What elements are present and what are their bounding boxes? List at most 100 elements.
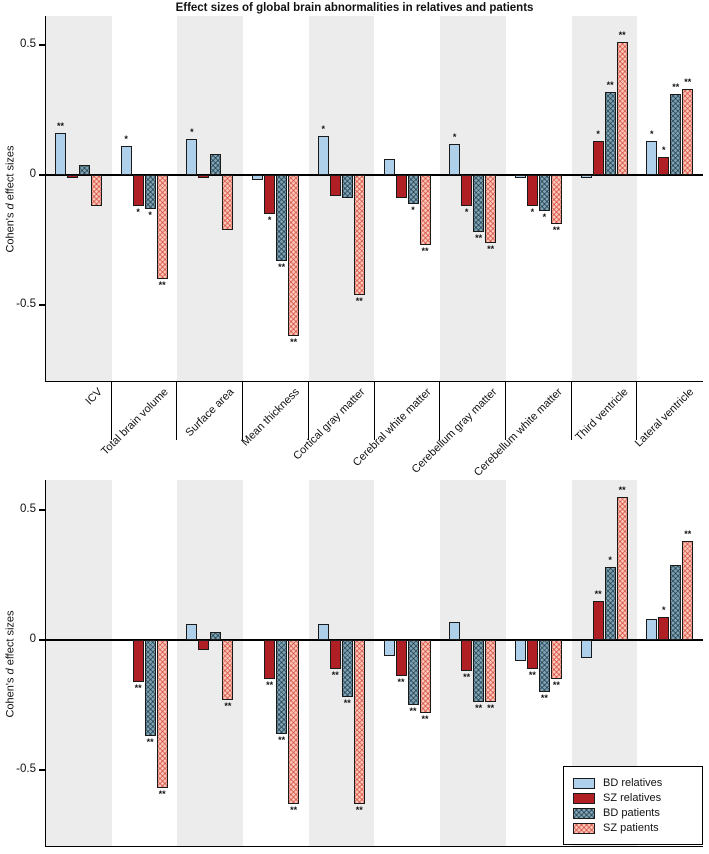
significance-marker: * [411, 204, 415, 215]
bar-sz-relatives [264, 640, 276, 679]
legend-item: SZ relatives [573, 792, 693, 804]
bar-bd-relatives [514, 640, 526, 661]
significance-marker: ** [290, 337, 298, 348]
legend-swatch [573, 807, 595, 819]
significance-marker: ** [552, 225, 560, 236]
bar-bd-relatives [317, 624, 329, 640]
significance-marker: ** [528, 669, 536, 680]
significance-marker: ** [134, 682, 142, 693]
legend-swatch [573, 792, 595, 804]
bar-bd-patients [670, 94, 682, 175]
bar-bd-patients [341, 175, 353, 199]
significance-marker: ** [475, 233, 483, 244]
legend-label: SZ relatives [603, 792, 662, 804]
category-label: Surface area [183, 386, 237, 440]
bar-sz-patients [91, 175, 102, 207]
significance-marker: ** [409, 706, 417, 716]
significance-marker: ** [672, 82, 680, 93]
bar-bd-patients [210, 154, 222, 175]
bar-bd-relatives [317, 136, 329, 175]
significance-marker: ** [618, 485, 626, 495]
category-label: Cortical gray matter [291, 386, 368, 463]
category-boundary-tick [242, 382, 244, 440]
bar-sz-patients [156, 175, 168, 279]
category-boundary-tick [504, 382, 506, 440]
category-label: Lateral ventricle [632, 386, 697, 450]
significance-marker: * [542, 212, 547, 223]
significance-marker: ** [290, 804, 298, 815]
bar-sz-relatives [67, 175, 78, 178]
y-tick-label: 0.5 [20, 503, 36, 515]
significance-marker: ** [618, 30, 626, 41]
significance-marker: ** [421, 246, 429, 257]
bar-sz-relatives [461, 175, 473, 207]
significance-marker: * [452, 131, 457, 142]
legend-box: BD relatives SZ relatives BD patients SZ pa… [563, 766, 703, 845]
legend-label: BD relatives [603, 777, 663, 789]
bar-sz-patients [485, 640, 497, 703]
zero-line [46, 174, 703, 176]
significance-marker: ** [278, 261, 286, 272]
bar-sz-relatives [264, 175, 276, 214]
significance-marker: ** [56, 121, 64, 132]
bar-bd-relatives [55, 133, 66, 175]
bar-bd-relatives [252, 175, 264, 181]
y-axis-label: Cohen's d effect sizes [5, 145, 17, 253]
category-axis-labels: ICV Total brain volume Surface area Mean th… [45, 382, 702, 480]
significance-marker: ** [146, 737, 154, 748]
bar-bd-relatives [383, 159, 395, 175]
y-tick-label: 0 [29, 168, 36, 180]
significance-marker: * [596, 129, 600, 140]
bar-sz-relatives [198, 175, 210, 178]
bar-sz-relatives [526, 175, 538, 207]
y-tick-label: -0.5 [16, 763, 36, 775]
category-band [46, 480, 112, 846]
bar-sz-patients [419, 640, 431, 713]
y-axis-label-wrap: Cohen's d effect sizes [0, 16, 22, 382]
bar-bd-patients [473, 640, 485, 703]
significance-marker: ** [331, 669, 339, 680]
bar-bd-patients [604, 91, 616, 175]
significance-marker: * [267, 215, 272, 225]
legend-label: SZ patients [603, 822, 659, 834]
bar-sz-patients [222, 640, 234, 700]
bar-sz-patients [616, 497, 628, 640]
zero-line [46, 639, 703, 641]
significance-marker: * [662, 144, 666, 155]
chart-title: Effect sizes of global brain abnormaliti… [175, 2, 534, 14]
category-boundary-tick [439, 382, 441, 440]
bar-sz-relatives [592, 601, 604, 640]
bar-bd-patients [538, 640, 550, 692]
significance-marker: ** [463, 672, 471, 683]
significance-marker: ** [552, 680, 560, 690]
bar-bd-patients [144, 175, 156, 209]
legend-item: BD relatives [573, 777, 693, 789]
legend-swatch [573, 822, 595, 834]
significance-marker: * [190, 126, 194, 137]
bar-sz-patients [616, 42, 628, 175]
bar-bd-relatives [580, 640, 592, 659]
y-tick-mark [39, 44, 46, 46]
bar-sz-relatives [132, 640, 144, 682]
significance-marker: ** [684, 529, 692, 540]
bar-bd-patients [604, 567, 616, 640]
bar-bd-patients [341, 640, 353, 698]
y-axis-label: Cohen's d effect sizes [5, 609, 17, 718]
bar-sz-patients [288, 175, 300, 337]
bar-sz-relatives [132, 175, 144, 207]
bar-bd-relatives [646, 619, 658, 640]
significance-marker: * [148, 209, 152, 220]
bar-sz-patients [419, 175, 431, 246]
bar-bd-patients [538, 175, 550, 212]
bar-sz-patients [682, 89, 694, 175]
bar-bd-relatives [449, 143, 461, 175]
significance-marker: * [650, 129, 654, 140]
bar-sz-patients [353, 175, 365, 295]
bar-bd-relatives [514, 175, 526, 178]
y-tick-label: -0.5 [16, 298, 36, 310]
bar-bd-patients [407, 175, 419, 204]
significance-marker: * [136, 207, 140, 218]
category-boundary-tick [307, 382, 309, 440]
bar-bd-relatives [646, 141, 658, 175]
category-boundary-tick [176, 382, 178, 440]
